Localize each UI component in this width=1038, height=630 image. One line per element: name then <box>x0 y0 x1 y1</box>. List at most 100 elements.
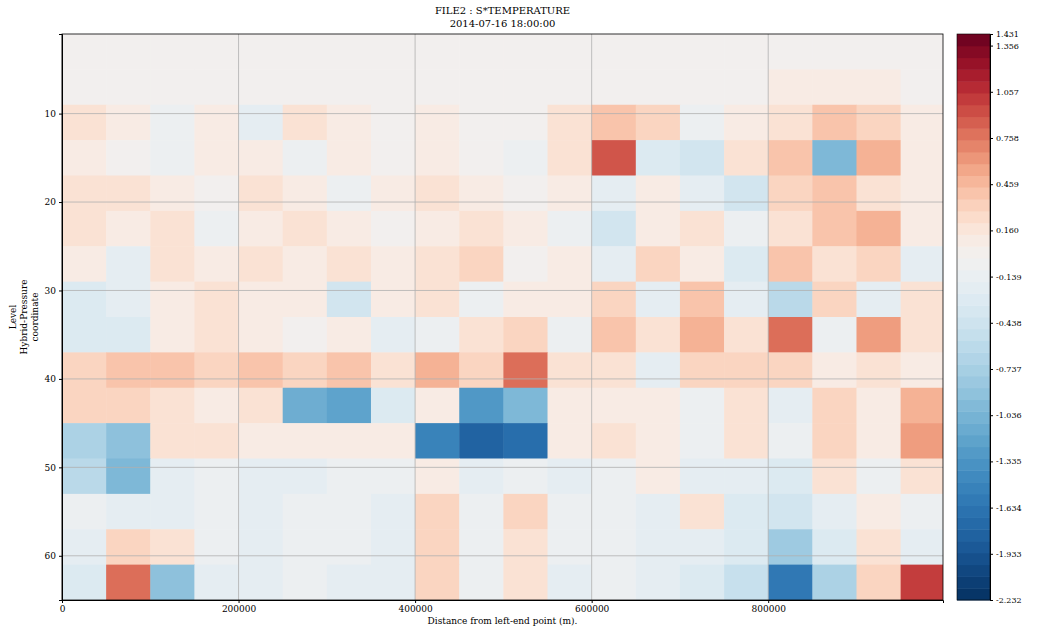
tick-label: 0.758 <box>996 134 1019 143</box>
cell <box>856 388 901 424</box>
cell <box>636 459 681 495</box>
cell <box>283 140 328 176</box>
cell <box>283 176 328 212</box>
cell <box>371 317 416 353</box>
colorbar <box>957 34 990 601</box>
cell <box>194 34 239 70</box>
cell <box>327 140 372 176</box>
colorbar-step <box>957 565 990 577</box>
cell <box>768 34 813 70</box>
tick: 0.459 <box>990 180 1019 189</box>
cell <box>856 211 901 247</box>
colorbar-step <box>957 517 990 529</box>
cell <box>812 211 857 247</box>
cell <box>856 352 901 388</box>
cell <box>680 352 725 388</box>
cell <box>636 282 681 318</box>
cell <box>106 282 151 318</box>
cell <box>901 176 943 212</box>
tick: 50 <box>45 463 62 473</box>
cell <box>327 282 372 318</box>
cell <box>239 529 284 565</box>
tick-label: 60 <box>45 551 57 561</box>
cell <box>636 246 681 282</box>
cell <box>150 459 195 495</box>
cell <box>150 565 195 600</box>
colorbar-step <box>957 364 990 376</box>
cell <box>106 211 151 247</box>
grid-line <box>415 34 416 600</box>
cell <box>371 352 416 388</box>
cell <box>415 176 460 212</box>
cell <box>327 565 372 600</box>
colorbar-step <box>957 329 990 341</box>
cell <box>680 34 725 70</box>
cell <box>371 565 416 600</box>
cell <box>503 529 548 565</box>
y-axis-title: Hybrid-Pressure <box>19 279 29 354</box>
cell <box>150 317 195 353</box>
cell <box>106 140 151 176</box>
cell <box>901 282 943 318</box>
cell <box>239 34 284 70</box>
cell <box>239 317 284 353</box>
colorbar-step <box>957 506 990 518</box>
colorbar-step <box>957 223 990 235</box>
cell <box>680 494 725 530</box>
cell <box>283 282 328 318</box>
cell <box>724 494 769 530</box>
cell <box>856 494 901 530</box>
cell <box>62 423 107 459</box>
cell <box>194 246 239 282</box>
cell <box>812 459 857 495</box>
cell <box>724 69 769 105</box>
cell <box>371 34 416 70</box>
cell <box>327 529 372 565</box>
cell <box>415 423 460 459</box>
cell <box>636 211 681 247</box>
tick-label: 200000 <box>222 604 257 614</box>
cell <box>371 282 416 318</box>
cell <box>150 388 195 424</box>
cell <box>239 352 284 388</box>
colorbar-step <box>957 93 990 105</box>
cell <box>283 565 328 600</box>
tick-mark <box>415 600 416 603</box>
colorbar-step <box>957 388 990 400</box>
tick-mark <box>59 290 62 291</box>
tick-label: -1.036 <box>996 411 1022 420</box>
cell <box>548 565 593 600</box>
tick-label: 0 <box>60 604 66 614</box>
cell <box>812 317 857 353</box>
cell <box>415 105 460 141</box>
cell <box>768 352 813 388</box>
colorbar-step <box>957 423 990 435</box>
cell <box>459 317 504 353</box>
cell <box>636 176 681 212</box>
cell <box>327 176 372 212</box>
tick-label: 800000 <box>752 604 787 614</box>
cell <box>106 352 151 388</box>
cell <box>327 246 372 282</box>
cell <box>327 317 372 353</box>
tick-label: 20 <box>45 197 57 207</box>
cell <box>812 494 857 530</box>
cell <box>856 529 901 565</box>
cell <box>812 34 857 70</box>
cell <box>150 494 195 530</box>
cell <box>636 423 681 459</box>
cell <box>680 105 725 141</box>
cell <box>548 423 593 459</box>
cell <box>680 459 725 495</box>
grid-line <box>62 378 943 379</box>
cell <box>150 140 195 176</box>
cell <box>592 317 637 353</box>
cell <box>592 459 637 495</box>
grid-line <box>62 467 943 468</box>
cell <box>901 423 943 459</box>
cell <box>150 69 195 105</box>
cell <box>548 176 593 212</box>
cell <box>194 352 239 388</box>
colorbar-step <box>957 81 990 93</box>
cell <box>459 459 504 495</box>
